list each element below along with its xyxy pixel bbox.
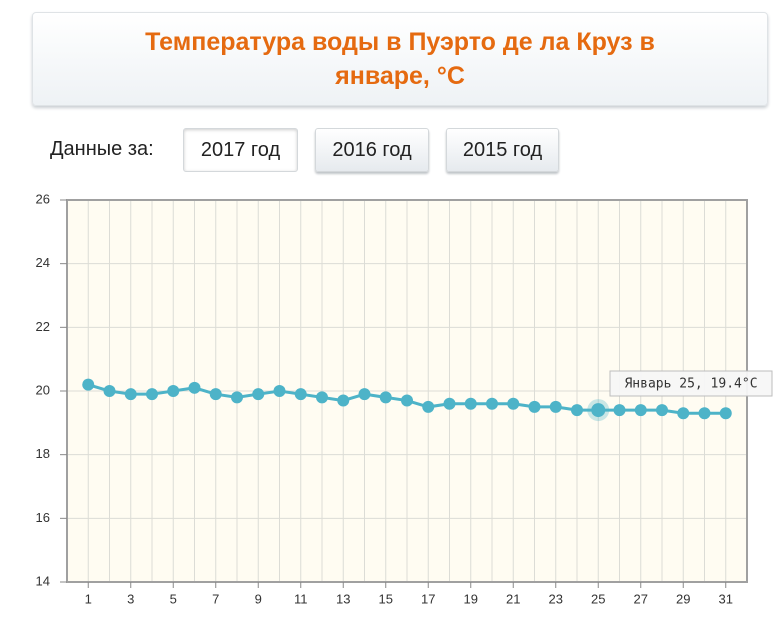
- y-tick-label: 24: [36, 255, 50, 270]
- year-button[interactable]: 2015 год: [446, 128, 559, 172]
- point: [507, 397, 520, 410]
- y-tick-label: 14: [36, 573, 50, 588]
- y-tick-label: 16: [36, 510, 50, 525]
- point: [698, 407, 711, 420]
- point: [591, 403, 606, 418]
- x-tick-label: 25: [591, 591, 605, 606]
- y-tick-label: 18: [36, 446, 50, 461]
- header: Температура воды в Пуэрто де ла Круз в я…: [32, 12, 768, 106]
- point: [677, 407, 690, 420]
- filter-label: Данные за:: [50, 138, 154, 160]
- point: [422, 400, 435, 413]
- point: [231, 391, 243, 404]
- x-tick-label: 5: [170, 591, 177, 606]
- point: [103, 385, 116, 397]
- x-tick-label: 17: [421, 591, 435, 606]
- point: [358, 388, 371, 401]
- point: [719, 407, 732, 420]
- x-tick-label: 23: [549, 591, 563, 606]
- year-button[interactable]: 2017 год: [183, 128, 298, 172]
- point: [273, 385, 286, 397]
- point: [167, 385, 180, 397]
- point: [252, 388, 265, 401]
- x-tick-label: 19: [464, 591, 478, 606]
- point: [379, 391, 392, 404]
- point: [188, 381, 201, 394]
- point: [464, 397, 477, 410]
- x-tick-label: 31: [719, 591, 733, 606]
- point: [316, 391, 328, 404]
- point: [613, 404, 626, 417]
- point: [486, 397, 498, 410]
- x-tick-label: 29: [676, 591, 690, 606]
- point: [656, 404, 668, 417]
- tooltip-text: Январь 25, 19.4°C: [624, 377, 757, 392]
- point: [124, 388, 137, 401]
- point: [146, 388, 158, 401]
- y-tick-label: 22: [36, 319, 50, 334]
- point: [294, 388, 307, 401]
- point: [634, 404, 647, 417]
- point: [337, 394, 350, 407]
- point: [443, 397, 456, 410]
- x-tick-label: 1: [85, 591, 92, 606]
- x-tick-label: 7: [212, 591, 219, 606]
- year-button[interactable]: 2016 год: [315, 128, 429, 172]
- x-tick-label: 3: [127, 591, 134, 606]
- x-tick-label: 11: [294, 591, 308, 606]
- y-tick-label: 20: [36, 382, 50, 397]
- x-tick-label: 27: [634, 591, 648, 606]
- point: [209, 388, 222, 401]
- x-tick-label: 13: [336, 591, 350, 606]
- point: [549, 400, 562, 413]
- title: Температура воды в Пуэрто де ла Круз в я…: [145, 28, 655, 90]
- x-tick-label: 15: [379, 591, 393, 606]
- point: [82, 378, 95, 391]
- x-tick-label: 9: [255, 591, 262, 606]
- y-tick-label: 26: [36, 191, 50, 206]
- point: [571, 404, 583, 417]
- x-tick-label: 21: [506, 591, 520, 606]
- tooltip-box: [609, 370, 773, 397]
- point: [401, 394, 413, 407]
- point: [528, 400, 541, 413]
